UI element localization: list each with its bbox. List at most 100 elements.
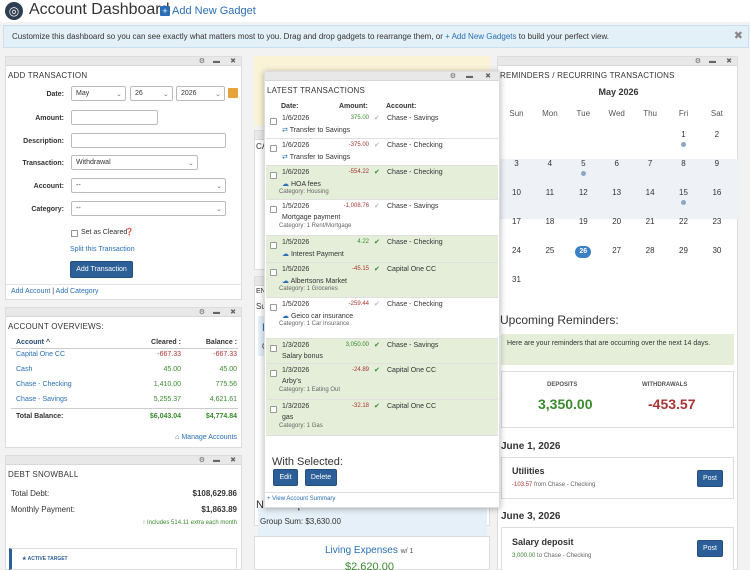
amount-input[interactable] (71, 110, 158, 125)
panel-title: REMINDERS / RECURRING TRANSACTIONS (500, 71, 675, 80)
row-checkbox[interactable] (270, 269, 277, 276)
calendar-day[interactable]: 29 (679, 246, 688, 255)
description-input[interactable] (71, 133, 226, 148)
calendar-icon[interactable] (228, 88, 238, 98)
close-icon[interactable]: ✖ (230, 309, 236, 316)
gear-icon[interactable]: ⚙ (694, 58, 701, 65)
transaction-row[interactable]: 1/3/2026 -24.89 ✔ Capital One CC Arby's Categ… (266, 364, 498, 400)
add-gadget-link[interactable]: + Add New Gadget (160, 5, 256, 17)
calendar-day[interactable]: 14 (645, 188, 655, 197)
transaction-row[interactable]: 1/5/2026 -1,008.76 ✔ Chase - Savings Mortgag… (266, 200, 498, 236)
account-name-link[interactable]: Cash (16, 366, 33, 373)
calendar-day[interactable]: 15 (679, 188, 688, 197)
transaction-row[interactable]: 1/6/2026 -554.22 ✔ Chase - Checking ☁ HOA fe… (266, 166, 498, 200)
tx-category: Category: 1 Groceries (279, 286, 338, 292)
gear-icon[interactable]: ⚙ (198, 309, 205, 316)
month-select[interactable]: May (71, 86, 126, 101)
calendar-day[interactable]: 9 (714, 159, 720, 168)
help-icon[interactable]: ❓ (125, 229, 134, 236)
calendar-day[interactable]: 11 (545, 188, 555, 197)
calendar-day[interactable]: 31 (512, 275, 521, 284)
transaction-row[interactable]: 1/3/2026 -32.18 ✔ Capital One CC gas Category… (266, 400, 498, 436)
category-select[interactable]: -- (71, 201, 226, 216)
row-checkbox[interactable] (270, 345, 277, 352)
account-name-link[interactable]: Chase - Checking (16, 381, 72, 388)
add-account-link[interactable]: Add Account (11, 288, 51, 295)
row-checkbox[interactable] (270, 145, 277, 152)
gear-icon[interactable]: ⚙ (198, 58, 205, 65)
close-icon[interactable]: ✖ (485, 73, 491, 80)
calendar-day[interactable]: 1 (681, 130, 686, 139)
minimize-icon[interactable]: ▬ (466, 73, 473, 80)
calendar-day[interactable]: 24 (512, 246, 521, 255)
view-account-summary-link[interactable]: + View Account Summary (267, 496, 336, 502)
post-button[interactable]: Post (697, 540, 723, 557)
calendar-day[interactable]: 19 (578, 217, 588, 226)
post-button[interactable]: Post (697, 470, 723, 487)
row-checkbox[interactable] (270, 406, 277, 413)
add-category-link[interactable]: Add Category (55, 288, 99, 295)
close-icon[interactable]: ✖ (230, 58, 236, 65)
minimize-icon[interactable]: ▬ (709, 58, 716, 65)
row-checkbox[interactable] (270, 304, 277, 311)
row-checkbox[interactable] (270, 370, 277, 377)
calendar-day[interactable]: 7 (647, 159, 653, 168)
day-select[interactable]: 26 (130, 86, 173, 101)
calendar-day[interactable]: 16 (712, 188, 722, 197)
total-balance-label: Total Balance: (16, 413, 64, 420)
manage-accounts-link[interactable]: ⌂ Manage Accounts (175, 434, 237, 441)
row-checkbox[interactable] (270, 118, 277, 125)
calendar-day[interactable]: 21 (645, 217, 655, 226)
account-select[interactable]: -- (71, 178, 226, 193)
split-transaction-link[interactable]: Split this Transaction (70, 246, 135, 253)
calendar-day[interactable]: 22 (679, 217, 688, 226)
delete-button[interactable]: Delete (305, 469, 337, 486)
minimize-icon[interactable]: ▬ (213, 309, 220, 316)
calendar-day[interactable]: 4 (547, 159, 553, 168)
minimize-icon[interactable]: ▬ (213, 58, 220, 65)
col-account[interactable]: Account ^ (16, 339, 51, 346)
edit-button[interactable]: Edit (273, 469, 298, 486)
row-checkbox[interactable] (270, 242, 277, 249)
transaction-row[interactable]: 1/6/2026 -375.00 ✔ Chase - Checking ⇄ Transf… (266, 139, 498, 166)
transaction-row[interactable]: 1/3/2026 3,050.00 ✔ Chase - Savings Salary b… (266, 339, 498, 364)
row-checkbox[interactable] (270, 172, 277, 179)
transaction-row[interactable]: 1/5/2026 -259.44 ✔ Chase - Checking ☁ Geico … (266, 298, 498, 339)
minimize-icon[interactable]: ▬ (213, 457, 220, 464)
year-select[interactable]: 2026 (176, 86, 225, 101)
calendar-day[interactable]: 20 (612, 217, 622, 226)
gear-icon[interactable]: ⚙ (198, 457, 205, 464)
panel-toolbar: ⚙ ▬ ✖ (6, 456, 241, 465)
transaction-row[interactable]: 1/5/2026 -45.15 ✔ Capital One CC ☁ Albertson… (266, 263, 498, 298)
calendar-day[interactable]: 8 (681, 159, 686, 168)
close-icon[interactable]: ✖ (733, 30, 743, 42)
add-gadgets-link[interactable]: + Add New Gadgets (445, 32, 517, 41)
cleared-checkbox[interactable] (71, 230, 78, 237)
calendar-day[interactable]: 5 (581, 159, 586, 168)
calendar-day[interactable]: 30 (712, 246, 722, 255)
calendar-day[interactable]: 27 (612, 246, 622, 255)
calendar-day[interactable]: 6 (614, 159, 619, 168)
gear-icon[interactable]: ⚙ (449, 73, 456, 80)
transaction-row[interactable]: 1/5/2026 4.22 ✔ Chase - Checking ☁ Interest … (266, 236, 498, 263)
transaction-type-select[interactable]: Withdrawal (71, 155, 198, 170)
calendar-day[interactable]: 17 (512, 217, 521, 226)
account-name-link[interactable]: Capital One CC (16, 351, 66, 358)
calendar-day[interactable]: 25 (545, 246, 555, 255)
calendar-day[interactable]: 26 (567, 246, 600, 258)
add-transaction-button[interactable]: Add Transaction (70, 261, 133, 278)
close-icon[interactable]: ✖ (230, 457, 236, 464)
row-checkbox[interactable] (270, 206, 277, 213)
account-name-link[interactable]: Chase - Savings (16, 396, 68, 403)
calendar-day[interactable]: 3 (514, 159, 519, 168)
close-icon[interactable]: ✖ (726, 58, 732, 65)
calendar-day[interactable]: 18 (545, 217, 555, 226)
transaction-row[interactable]: 1/6/2026 375.00 ✔ Chase - Savings ⇄ Transfer… (266, 112, 498, 139)
calendar-day[interactable]: 12 (578, 188, 588, 197)
calendar-day[interactable]: 28 (645, 246, 655, 255)
calendar-day[interactable]: 10 (512, 188, 521, 197)
panel-toolbar[interactable]: ⚙ ▬ ✖ (265, 72, 499, 81)
calendar-day[interactable]: 2 (714, 130, 720, 139)
calendar-day[interactable]: 13 (612, 188, 622, 197)
calendar-day[interactable]: 23 (712, 217, 722, 226)
